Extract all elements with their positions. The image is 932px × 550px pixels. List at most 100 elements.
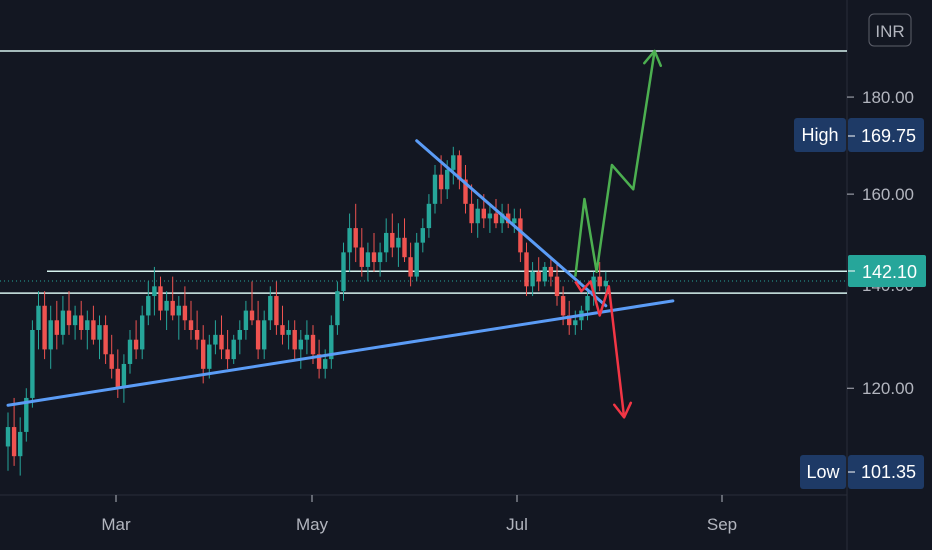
currency-button[interactable]: INR bbox=[868, 13, 912, 47]
candle-body bbox=[11, 427, 17, 457]
candle-body bbox=[396, 237, 401, 248]
candle-body bbox=[408, 257, 413, 277]
candle-body bbox=[384, 232, 389, 253]
candle-body bbox=[536, 271, 541, 282]
candle-body bbox=[481, 208, 486, 219]
high-value: 169.75 bbox=[861, 126, 916, 146]
candle-body bbox=[329, 325, 334, 360]
candle-body bbox=[451, 155, 456, 170]
candle-body bbox=[109, 354, 114, 369]
candle-body bbox=[5, 427, 11, 447]
candle-body bbox=[36, 305, 41, 330]
candle-body bbox=[127, 339, 133, 364]
candle-body bbox=[512, 218, 517, 224]
candle-body bbox=[219, 334, 224, 350]
candle-body bbox=[603, 280, 608, 287]
candle-body bbox=[335, 291, 340, 326]
bearish-path-arrowhead bbox=[612, 401, 633, 419]
candle-body bbox=[97, 325, 102, 340]
candle-body bbox=[438, 174, 444, 190]
candle-body bbox=[371, 252, 377, 263]
candlesticks bbox=[5, 146, 608, 476]
price-tick-label: 120.00 bbox=[862, 379, 914, 398]
candle-body bbox=[152, 286, 157, 297]
candle-body bbox=[365, 252, 371, 267]
candle-body bbox=[60, 310, 66, 335]
candle-body bbox=[316, 354, 322, 369]
candle-body bbox=[255, 320, 261, 350]
low-value: 101.35 bbox=[861, 462, 916, 482]
candle-body bbox=[24, 397, 29, 432]
candle-body bbox=[548, 266, 554, 277]
candle-body bbox=[188, 320, 194, 330]
candle-body bbox=[146, 296, 151, 316]
candle-body bbox=[274, 296, 279, 326]
candle-body bbox=[542, 266, 547, 282]
candle-body bbox=[286, 330, 291, 335]
high-label: High bbox=[801, 125, 838, 145]
time-axis[interactable]: Mar May Jul Sep bbox=[101, 495, 737, 534]
candle-body bbox=[469, 203, 474, 224]
last-price-tag: 142.10 bbox=[848, 255, 926, 287]
candle-body bbox=[91, 320, 96, 340]
candle-body bbox=[176, 305, 181, 316]
candle-body bbox=[140, 315, 145, 350]
candle-body bbox=[268, 296, 273, 321]
bearish-path-line bbox=[574, 280, 626, 418]
trendlines[interactable] bbox=[6, 139, 675, 407]
projection-paths[interactable] bbox=[574, 49, 663, 419]
time-tick-label: Mar bbox=[101, 515, 131, 534]
candle-body bbox=[158, 286, 163, 311]
candle-body bbox=[30, 330, 35, 398]
candle-body bbox=[85, 320, 90, 330]
bullish-path-arrowhead bbox=[643, 49, 663, 67]
candle-body bbox=[585, 296, 590, 311]
candle-body bbox=[310, 334, 316, 355]
candle-body bbox=[170, 300, 175, 316]
candle-body bbox=[237, 330, 242, 340]
price-axis[interactable]: 180.00 160.00 120.00 bbox=[847, 88, 914, 398]
candle-body bbox=[243, 310, 249, 330]
candle-body bbox=[225, 349, 230, 360]
candle-body bbox=[103, 325, 108, 355]
candle-body bbox=[341, 252, 346, 292]
currency-label: INR bbox=[875, 22, 904, 41]
candle-body bbox=[66, 310, 72, 326]
candle-body bbox=[213, 334, 218, 345]
candle-body bbox=[445, 169, 450, 190]
candle-body bbox=[231, 339, 236, 360]
candle-body bbox=[133, 339, 139, 350]
candle-body bbox=[506, 213, 511, 224]
candle-body bbox=[560, 296, 566, 316]
candle-body bbox=[499, 213, 505, 224]
high-tag: High 169.75 bbox=[794, 118, 924, 152]
candle-body bbox=[402, 237, 407, 258]
candle-body bbox=[79, 315, 84, 330]
candle-body bbox=[115, 368, 120, 389]
candle-body bbox=[347, 228, 352, 253]
candle-body bbox=[414, 242, 419, 277]
time-tick-label: Sep bbox=[707, 515, 737, 534]
candle-body bbox=[194, 330, 200, 340]
candle-body bbox=[420, 228, 425, 243]
candle-body bbox=[280, 325, 285, 335]
candle-body bbox=[18, 431, 23, 457]
horizontal-levels[interactable] bbox=[0, 50, 847, 294]
bullish-path-line bbox=[574, 50, 656, 277]
candle-body bbox=[518, 218, 523, 253]
candle-body bbox=[487, 213, 493, 219]
candle-body bbox=[121, 363, 127, 389]
descending-resistance-trendline bbox=[415, 139, 608, 308]
candle-body bbox=[573, 320, 578, 326]
candle-body bbox=[201, 339, 206, 369]
candle-body bbox=[597, 276, 602, 287]
candle-body bbox=[359, 247, 364, 267]
candle-body bbox=[249, 310, 255, 321]
candle-body bbox=[591, 276, 596, 297]
low-label: Low bbox=[806, 462, 840, 482]
candle-body bbox=[323, 359, 328, 369]
candle-body bbox=[262, 320, 267, 350]
candle-body bbox=[377, 252, 383, 263]
